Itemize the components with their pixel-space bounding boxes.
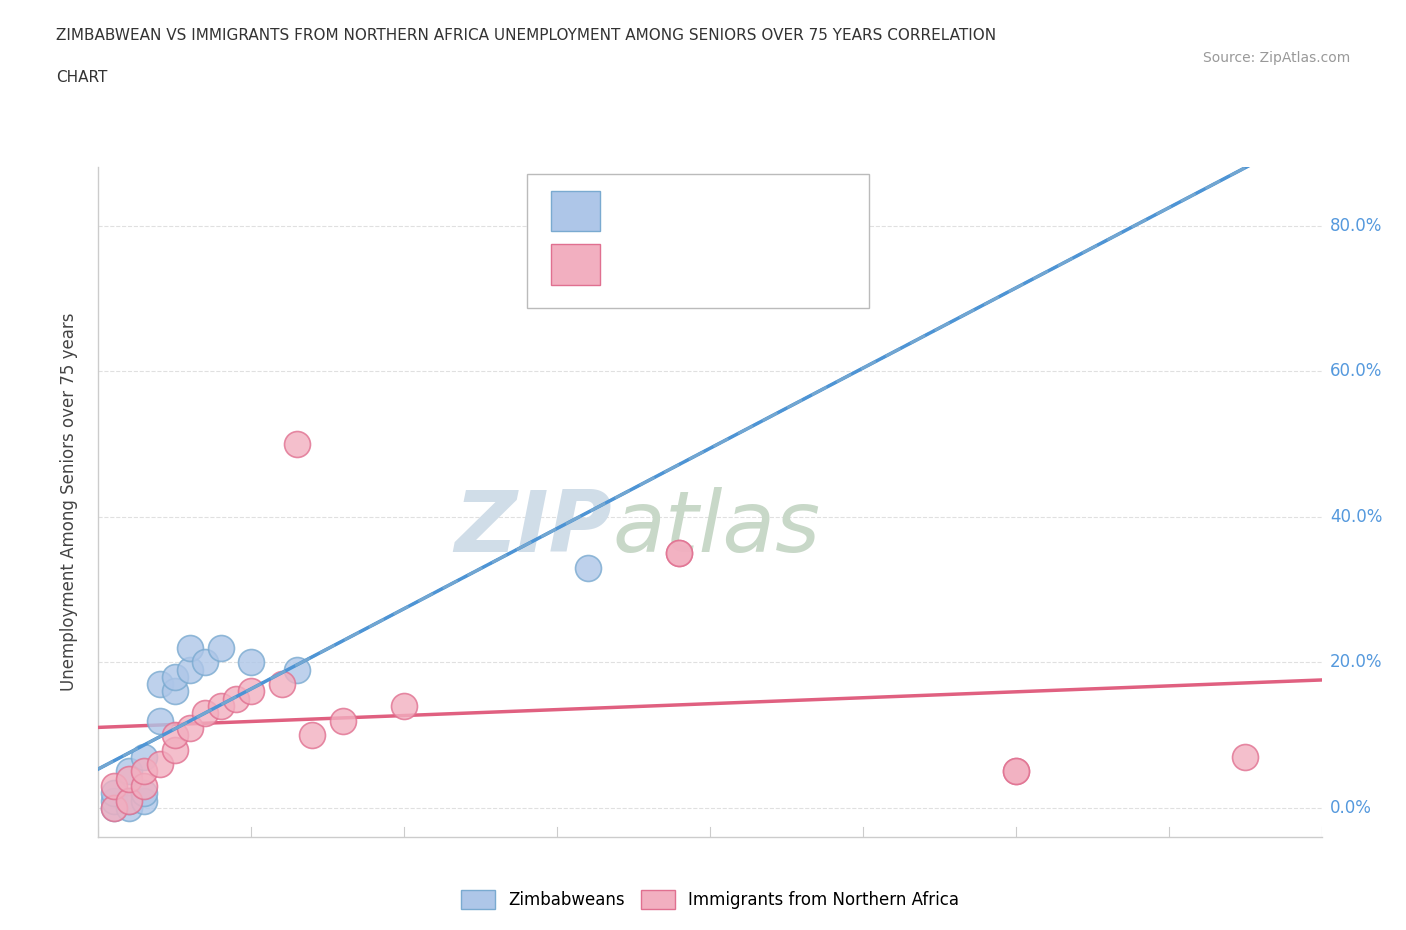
Point [149, 713, 172, 728]
Point [118, 793, 141, 808]
Point [134, 764, 156, 779]
Point [240, 684, 263, 698]
Text: 0.261: 0.261 [679, 202, 733, 219]
Point [103, 778, 125, 793]
Text: N =: N = [741, 256, 787, 273]
Text: 80.0%: 80.0% [1330, 217, 1382, 234]
Point [392, 698, 416, 713]
Point [209, 641, 232, 656]
Bar [551, 191, 600, 231]
Point [179, 662, 201, 677]
Point [149, 757, 172, 772]
Point [163, 742, 186, 757]
Point [118, 793, 141, 808]
Point [270, 677, 294, 692]
Point [163, 727, 186, 742]
Point [103, 793, 125, 808]
Point [240, 655, 263, 670]
Text: 60.0%: 60.0% [1330, 362, 1382, 380]
FancyBboxPatch shape [526, 174, 869, 308]
Point [163, 670, 186, 684]
Point [118, 771, 141, 786]
Point [1004, 764, 1026, 779]
Point [163, 684, 186, 698]
Text: 21: 21 [801, 256, 825, 273]
Text: R =: R = [619, 256, 654, 273]
Point [134, 786, 156, 801]
Point [225, 691, 247, 706]
Point [1234, 750, 1257, 764]
Text: 20: 20 [801, 202, 825, 219]
Text: atlas: atlas [612, 487, 820, 570]
Y-axis label: Unemployment Among Seniors over 75 years: Unemployment Among Seniors over 75 years [59, 313, 77, 691]
Point [1004, 764, 1026, 779]
Point [576, 560, 599, 575]
Point [134, 778, 156, 793]
Point [103, 801, 125, 816]
Point [301, 727, 323, 742]
Text: 40.0%: 40.0% [1330, 508, 1382, 525]
Text: R =: R = [619, 202, 654, 219]
Point [118, 801, 141, 816]
Point [149, 677, 172, 692]
Point [194, 655, 217, 670]
Point [194, 706, 217, 721]
Point [134, 750, 156, 764]
Text: N =: N = [741, 202, 787, 219]
Text: 0.219: 0.219 [679, 256, 733, 273]
Text: CHART: CHART [56, 70, 108, 85]
Point [285, 436, 308, 451]
Point [209, 698, 232, 713]
Text: Source: ZipAtlas.com: Source: ZipAtlas.com [1202, 51, 1350, 65]
Bar [551, 245, 600, 285]
Point [134, 793, 156, 808]
Text: 0.0%: 0.0% [1330, 799, 1372, 817]
Text: 20.0%: 20.0% [1330, 653, 1382, 671]
Point [285, 662, 308, 677]
Point [179, 641, 201, 656]
Point [103, 786, 125, 801]
Point [668, 546, 690, 561]
Point [103, 801, 125, 816]
Text: ZIP: ZIP [454, 487, 612, 570]
Point [179, 721, 201, 736]
Legend: Zimbabweans, Immigrants from Northern Africa: Zimbabweans, Immigrants from Northern Af… [454, 884, 966, 916]
Point [668, 546, 690, 561]
Text: ZIMBABWEAN VS IMMIGRANTS FROM NORTHERN AFRICA UNEMPLOYMENT AMONG SENIORS OVER 75: ZIMBABWEAN VS IMMIGRANTS FROM NORTHERN A… [56, 28, 997, 43]
Point [118, 764, 141, 779]
Point [332, 713, 354, 728]
